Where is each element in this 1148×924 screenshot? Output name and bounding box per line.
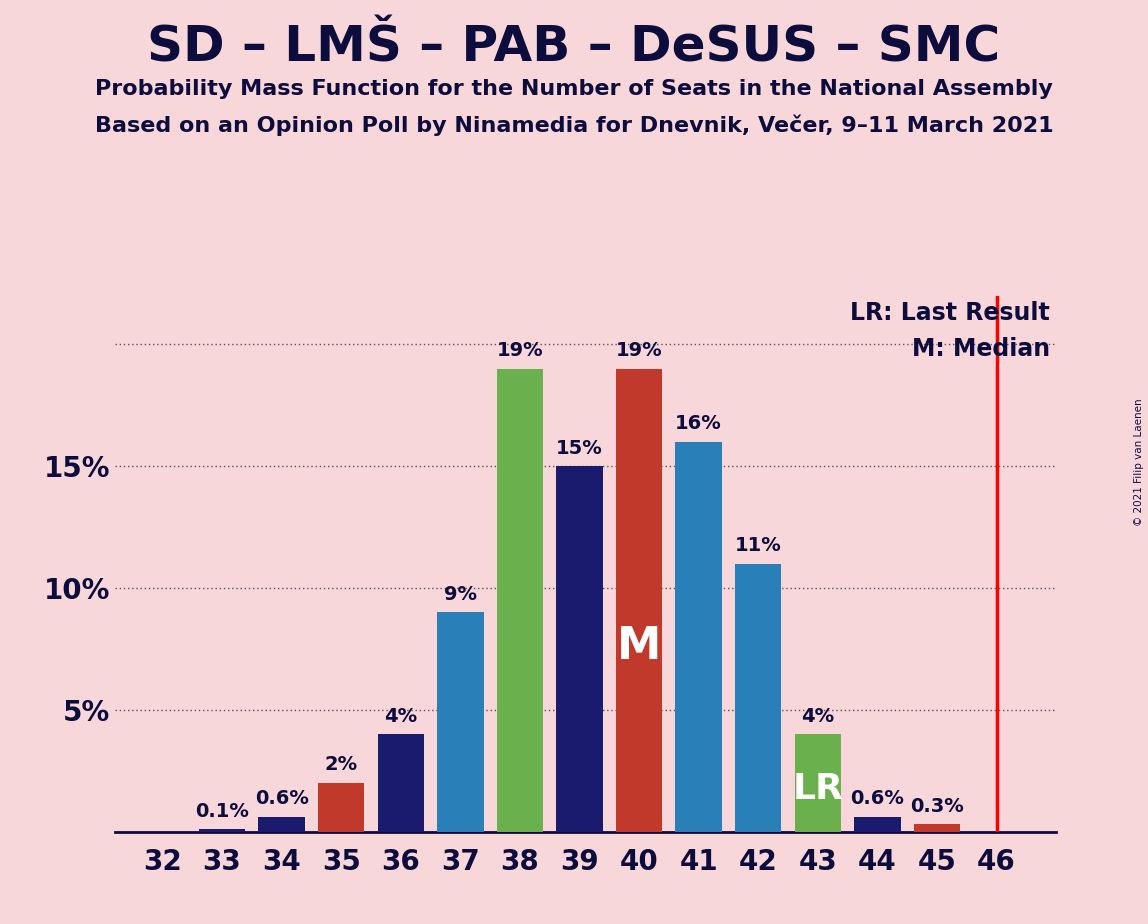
Text: 4%: 4%: [801, 707, 835, 725]
Text: 0.3%: 0.3%: [910, 796, 964, 816]
Text: 4%: 4%: [385, 707, 418, 725]
Bar: [497, 369, 543, 832]
Text: 19%: 19%: [615, 341, 662, 360]
Bar: [258, 817, 305, 832]
Bar: [199, 829, 246, 832]
Text: 9%: 9%: [444, 585, 476, 604]
Text: SD – LMŠ – PAB – DeSUS – SMC: SD – LMŠ – PAB – DeSUS – SMC: [147, 23, 1001, 71]
Text: 19%: 19%: [497, 341, 543, 360]
Text: M: M: [616, 625, 661, 668]
Text: 11%: 11%: [735, 536, 782, 555]
Bar: [675, 442, 722, 832]
Text: 0.1%: 0.1%: [195, 802, 249, 821]
Text: 0.6%: 0.6%: [255, 789, 309, 808]
Bar: [318, 783, 364, 832]
Text: 16%: 16%: [675, 414, 722, 433]
Bar: [378, 735, 424, 832]
Bar: [735, 564, 782, 832]
Text: 0.6%: 0.6%: [851, 789, 905, 808]
Text: 2%: 2%: [325, 755, 358, 774]
Text: © 2021 Filip van Laenen: © 2021 Filip van Laenen: [1134, 398, 1143, 526]
Text: LR: Last Result: LR: Last Result: [851, 300, 1050, 324]
Text: 15%: 15%: [556, 439, 603, 457]
Bar: [914, 824, 960, 832]
Bar: [615, 369, 662, 832]
Bar: [854, 817, 901, 832]
Text: Based on an Opinion Poll by Ninamedia for Dnevnik, Večer, 9–11 March 2021: Based on an Opinion Poll by Ninamedia fo…: [94, 115, 1054, 136]
Text: LR: LR: [792, 772, 844, 806]
Text: Probability Mass Function for the Number of Seats in the National Assembly: Probability Mass Function for the Number…: [95, 79, 1053, 99]
Bar: [557, 467, 603, 832]
Bar: [437, 613, 483, 832]
Text: M: Median: M: Median: [912, 337, 1050, 361]
Bar: [794, 735, 841, 832]
